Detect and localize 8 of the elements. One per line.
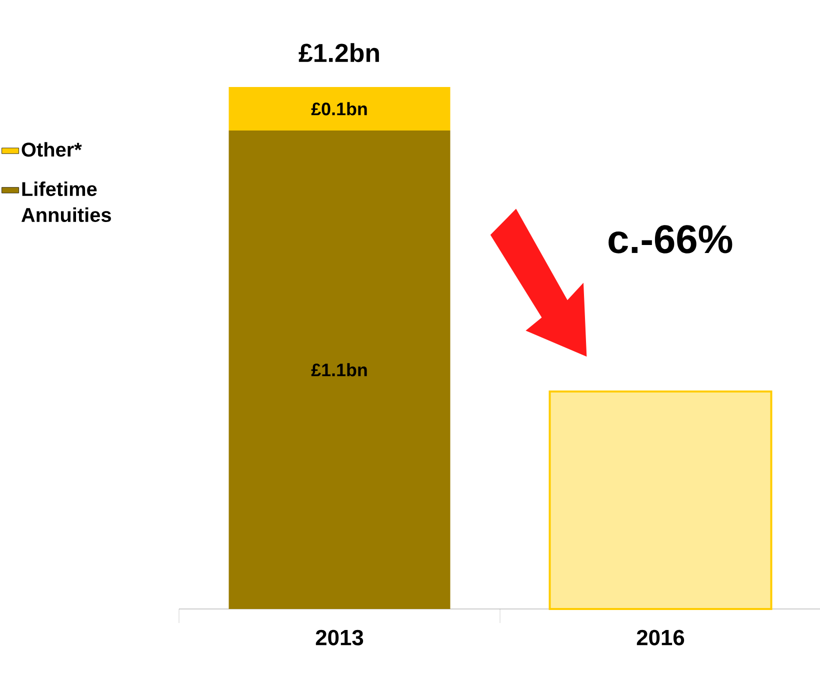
annotation: c.-66% <box>608 225 732 254</box>
legend-label: Other* <box>22 142 82 157</box>
total-label: £1.2bn <box>298 43 379 62</box>
data-label: £1.1bn <box>311 363 367 376</box>
x-tick-label: 2016 <box>636 630 684 646</box>
legend-label: Lifetime Annuities <box>21 181 111 222</box>
data-label: £0.1bn <box>311 102 367 116</box>
x-tick-label: 2013 <box>316 630 364 646</box>
